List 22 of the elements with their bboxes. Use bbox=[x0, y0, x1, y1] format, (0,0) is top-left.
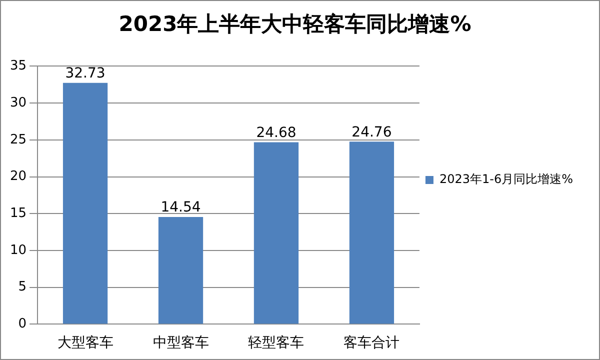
bar bbox=[158, 217, 204, 324]
y-tick-label: 0 bbox=[18, 316, 27, 332]
y-tick-label: 5 bbox=[18, 280, 27, 295]
data-label: 14.54 bbox=[160, 200, 201, 216]
y-tick-label: 35 bbox=[10, 58, 27, 74]
data-label: 24.68 bbox=[256, 124, 296, 141]
y-tick-label: 15 bbox=[10, 206, 27, 222]
legend-label: 2023年1-6月同比增速% bbox=[439, 172, 574, 186]
y-tick-label: 30 bbox=[10, 95, 27, 110]
y-tick-label: 20 bbox=[10, 169, 27, 184]
bar bbox=[349, 142, 394, 324]
x-tick-label: 客车合计 bbox=[344, 335, 400, 352]
y-tick-label: 25 bbox=[10, 132, 27, 148]
y-tick-label: 10 bbox=[10, 242, 27, 258]
data-label: 32.73 bbox=[65, 66, 106, 82]
chart-title: 2023年上半年大中轻客车同比增速% bbox=[118, 12, 472, 36]
x-tick-label: 大型客车 bbox=[57, 335, 114, 352]
x-tick-label: 轻型客车 bbox=[248, 335, 304, 352]
data-label: 24.76 bbox=[352, 124, 392, 140]
x-tick-label: 中型客车 bbox=[152, 335, 209, 352]
bar bbox=[62, 82, 108, 324]
bar bbox=[254, 142, 299, 324]
